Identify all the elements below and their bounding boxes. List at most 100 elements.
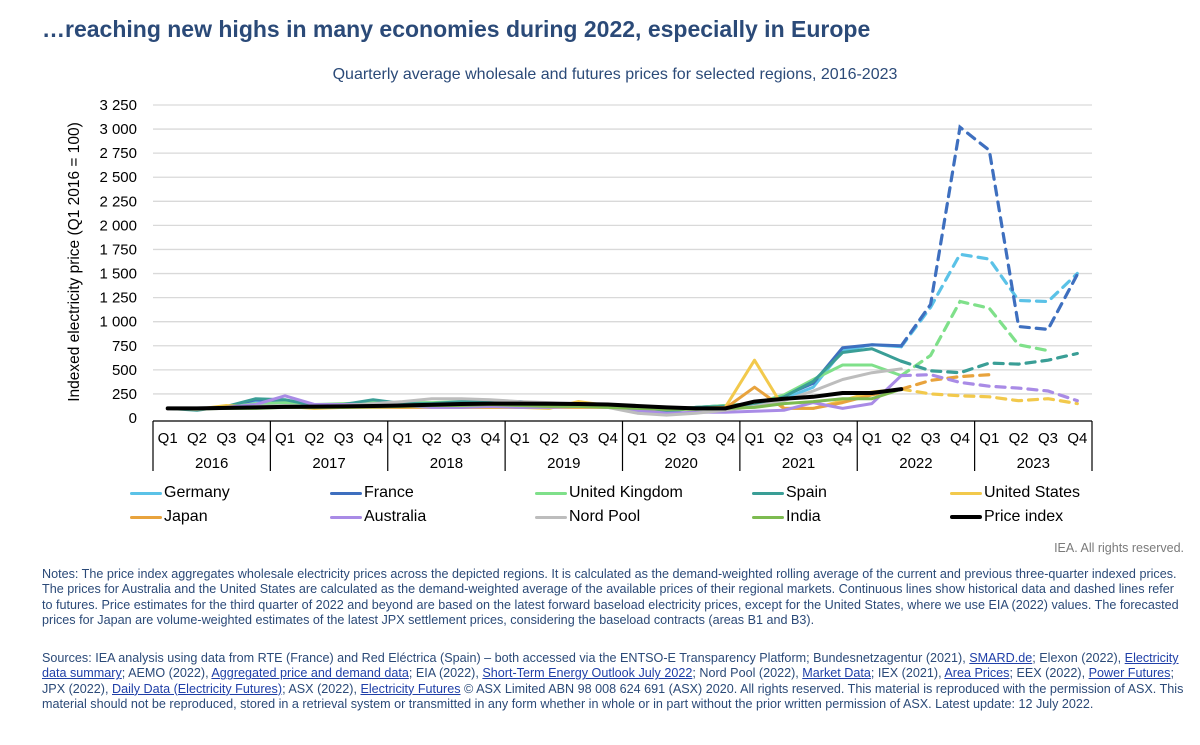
y-tick-label: 1 250 bbox=[99, 290, 137, 307]
source-link[interactable]: Electricity Futures bbox=[360, 681, 461, 696]
x-tick-quarter-label: Q2 bbox=[657, 430, 677, 447]
source-link[interactable]: Area Prices bbox=[944, 666, 1010, 681]
x-tick-quarter-label: Q2 bbox=[304, 430, 324, 447]
legend-label: Spain bbox=[786, 484, 827, 501]
x-tick-quarter-label: Q3 bbox=[568, 430, 588, 447]
x-tick-year-label: 2016 bbox=[195, 455, 228, 472]
x-tick-quarter-label: Q3 bbox=[803, 430, 823, 447]
x-tick-quarter-label: Q4 bbox=[833, 430, 853, 447]
x-tick-quarter-label: Q1 bbox=[510, 430, 530, 447]
x-tick-quarter-label: Q2 bbox=[774, 430, 794, 447]
x-tick-quarter-label: Q3 bbox=[334, 430, 354, 447]
source-text: ; EEX (2022), bbox=[1009, 666, 1089, 681]
legend-swatch bbox=[535, 515, 567, 519]
source-link[interactable]: Market Data bbox=[802, 666, 871, 681]
legend-item-france: France bbox=[330, 482, 414, 504]
x-tick-quarter-label: Q3 bbox=[686, 430, 706, 447]
x-tick-quarter-label: Q1 bbox=[862, 430, 882, 447]
series-futures-line-united-kingdom bbox=[899, 299, 1050, 378]
y-tick-label: 250 bbox=[112, 386, 137, 403]
y-tick-label: 2 750 bbox=[99, 145, 137, 162]
x-tick-year-label: 2022 bbox=[899, 455, 932, 472]
x-tick-year-label: 2018 bbox=[430, 455, 463, 472]
series-line-price-index bbox=[165, 387, 904, 411]
y-axis-title: Indexed electricity price (Q1 2016 = 100… bbox=[66, 122, 83, 402]
series-lines bbox=[165, 124, 1079, 417]
x-tick-year-label: 2023 bbox=[1017, 455, 1050, 472]
legend-label: Germany bbox=[164, 484, 230, 501]
legend-item-india: India bbox=[752, 506, 821, 528]
source-text: ; ASX (2022), bbox=[282, 681, 361, 696]
x-tick-quarter-label: Q4 bbox=[715, 430, 735, 447]
x-tick-quarter-label: Q2 bbox=[539, 430, 559, 447]
source-text: ; Nord Pool (2022), bbox=[692, 666, 803, 681]
source-text: Sources: IEA analysis using data from RT… bbox=[42, 651, 970, 665]
source-link[interactable]: Daily Data (Electricity Futures) bbox=[112, 681, 283, 696]
legend-item-united-kingdom: United Kingdom bbox=[535, 482, 683, 504]
series-futures-line-germany bbox=[899, 252, 1079, 349]
source-link[interactable]: SMARD.de bbox=[969, 651, 1033, 665]
x-tick-quarter-label: Q2 bbox=[891, 430, 911, 447]
x-tick-quarter-label: Q1 bbox=[158, 430, 178, 447]
legend-swatch bbox=[950, 515, 982, 519]
source-text: ; EIA (2022), bbox=[408, 666, 483, 681]
source-text: ; AEMO (2022), bbox=[121, 666, 212, 681]
source-link[interactable]: Electricity data summary bbox=[42, 651, 1179, 681]
y-tick-label: 2 500 bbox=[99, 169, 137, 186]
y-tick-label: 1 500 bbox=[99, 266, 137, 283]
series-futures-line-united-states bbox=[899, 387, 1079, 406]
series-futures-line-spain bbox=[899, 351, 1079, 375]
y-tick-label: 3 000 bbox=[99, 121, 137, 138]
x-tick-quarter-label: Q1 bbox=[392, 430, 412, 447]
legend-label: United Kingdom bbox=[569, 484, 683, 501]
y-tick-label: 2 000 bbox=[99, 217, 137, 234]
legend-item-spain: Spain bbox=[752, 482, 827, 504]
y-tick-label: 0 bbox=[129, 410, 137, 427]
legend-swatch bbox=[330, 515, 362, 519]
x-tick-quarter-label: Q3 bbox=[1038, 430, 1058, 447]
x-tick-quarter-label: Q3 bbox=[921, 430, 941, 447]
source-text: ; IEX (2021), bbox=[870, 666, 945, 681]
source-link[interactable]: Short-Term Energy Outlook July 2022 bbox=[482, 666, 693, 681]
source-link[interactable]: Power Futures bbox=[1088, 666, 1171, 681]
source-text: © ASX Limited ABN 98 008 624 691 (ASX) 2… bbox=[42, 681, 1184, 712]
legend-label: Australia bbox=[364, 508, 427, 525]
source-text: ; JPX (2022), bbox=[42, 666, 1174, 696]
legend-swatch bbox=[130, 491, 162, 495]
x-tick-quarter-label: Q4 bbox=[246, 430, 266, 447]
x-tick-quarter-label: Q3 bbox=[216, 430, 236, 447]
legend-swatch bbox=[950, 491, 982, 495]
source-link[interactable]: Aggregated price and demand data bbox=[211, 666, 409, 681]
y-tick-label: 500 bbox=[112, 362, 137, 379]
line-chart: 0 250 500 750 1 000 1 250 1 500 1 750 2 000 2 250… bbox=[66, 97, 1093, 472]
series-futures-line-australia bbox=[899, 373, 1079, 403]
x-tick-quarter-label: Q4 bbox=[363, 430, 383, 447]
series-futures-line-france bbox=[899, 124, 1079, 348]
legend-label: Price index bbox=[984, 508, 1064, 525]
x-tick-quarter-label: Q2 bbox=[1009, 430, 1029, 447]
legend-label: Nord Pool bbox=[569, 508, 641, 525]
legend-label: France bbox=[364, 484, 414, 501]
copyright-notice: IEA. All rights reserved. bbox=[1054, 541, 1184, 555]
x-tick-quarter-label: Q4 bbox=[598, 430, 618, 447]
x-tick-year-label: 2017 bbox=[312, 455, 345, 472]
x-tick-quarter-label: Q3 bbox=[451, 430, 471, 447]
legend-swatch bbox=[535, 491, 567, 495]
legend-item-price-index: Price index bbox=[950, 506, 1063, 528]
y-tick-label: 3 250 bbox=[99, 97, 137, 114]
x-tick-year-label: 2021 bbox=[782, 455, 815, 472]
x-tick-quarter-label: Q2 bbox=[187, 430, 207, 447]
x-tick-quarter-label: Q4 bbox=[1067, 430, 1087, 447]
notes-text: Notes: The price index aggregates wholes… bbox=[42, 567, 1179, 628]
x-tick-quarter-label: Q2 bbox=[422, 430, 442, 447]
x-tick-quarter-label: Q1 bbox=[627, 430, 647, 447]
legend-label: United States bbox=[984, 484, 1081, 501]
x-tick-quarter-label: Q1 bbox=[745, 430, 765, 447]
legend-swatch bbox=[752, 491, 784, 495]
legend-swatch bbox=[752, 515, 784, 519]
series-futures-line-japan bbox=[899, 373, 991, 391]
y-tick-label: 2 250 bbox=[99, 193, 137, 210]
x-tick-year-label: 2019 bbox=[547, 455, 580, 472]
gridlines bbox=[153, 104, 1092, 395]
legend-item-australia: Australia bbox=[330, 506, 426, 528]
